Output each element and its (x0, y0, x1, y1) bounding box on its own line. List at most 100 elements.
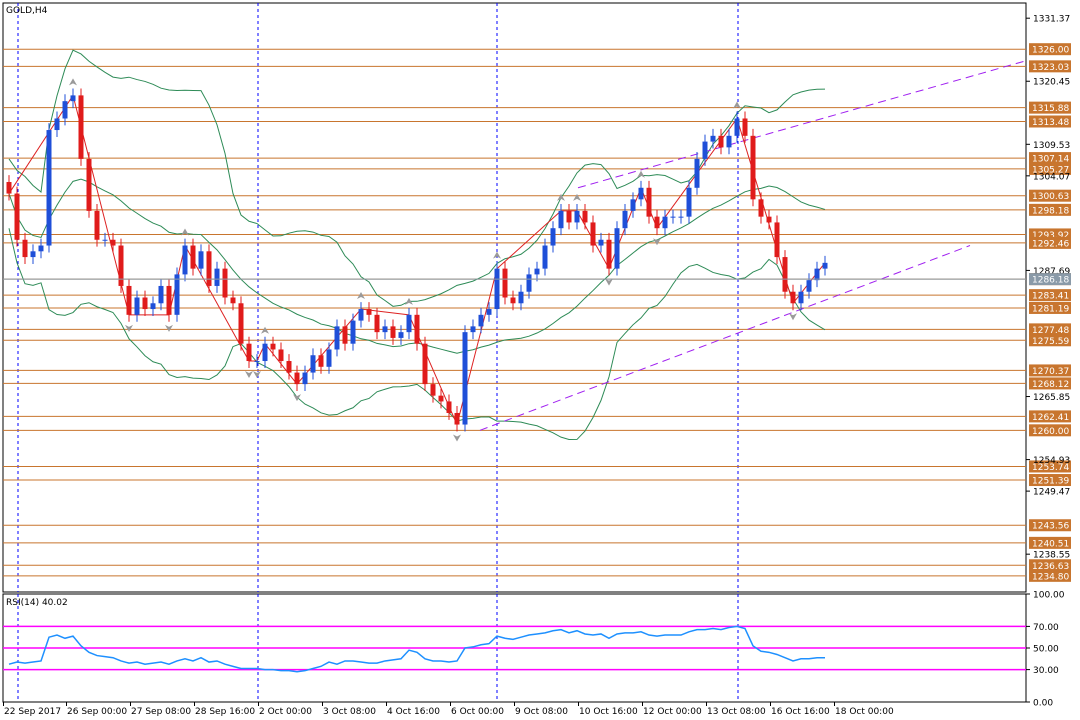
y-tick-label: 1309.53 (1033, 141, 1070, 151)
level-label-box (1029, 203, 1071, 216)
candle-body (790, 291, 796, 304)
candle-body (222, 268, 228, 298)
candle-body (822, 262, 828, 269)
level-label: 1323.03 (1032, 63, 1069, 73)
candle-body (110, 239, 116, 246)
rsi-tick-label: 100.00 (1033, 591, 1065, 601)
candle-body (422, 343, 428, 385)
candle-body (606, 239, 612, 269)
candle-body (502, 268, 508, 298)
level-label-box (1029, 377, 1071, 390)
candle-body (782, 257, 788, 292)
candle-body (702, 141, 708, 159)
level-label-box (1029, 559, 1071, 572)
candle-body (318, 355, 324, 367)
candle-body (454, 412, 460, 425)
x-tick-label: 13 Oct 08:00 (707, 707, 766, 717)
x-tick-label: 18 Oct 00:00 (835, 707, 894, 717)
candle-body (190, 245, 196, 269)
candle-body (134, 297, 140, 315)
candle-body (46, 130, 52, 246)
candle-body (22, 239, 28, 258)
candle-body (70, 95, 76, 102)
candle-body (118, 245, 124, 286)
level-label-box (1029, 236, 1071, 249)
level-label-box (1029, 152, 1071, 165)
level-label-box (1029, 410, 1071, 423)
level-label-box (1029, 474, 1071, 487)
candle-body (270, 343, 276, 350)
candle-body (550, 228, 556, 246)
x-tick-label: 3 Oct 08:00 (323, 707, 376, 717)
fractal-down-arrow (653, 238, 661, 246)
candle-body (102, 239, 108, 241)
level-label: 1260.00 (1032, 427, 1069, 437)
candle-body (734, 118, 740, 136)
candle-body (302, 372, 308, 385)
fractal-up-arrow (181, 228, 189, 236)
fractal-down-arrow (253, 371, 261, 379)
candle-body (678, 216, 684, 218)
y-tick-label: 1238.55 (1033, 551, 1070, 561)
level-label-box (1029, 101, 1071, 114)
fractal-up-arrow (69, 78, 77, 86)
level-label: 1315.88 (1032, 104, 1069, 114)
candle-body (150, 303, 156, 310)
x-tick-label: 12 Oct 00:00 (643, 707, 702, 717)
candle-body (254, 361, 260, 363)
candle-body (54, 118, 60, 131)
candle-body (158, 285, 164, 304)
fractal-up-arrow (637, 170, 645, 178)
x-tick-label: 28 Sep 16:00 (195, 707, 255, 717)
candle-body (38, 245, 44, 252)
candle-body (182, 245, 188, 275)
fractal-down-arrow (245, 371, 253, 379)
x-tick-label: 22 Sep 2017 (4, 707, 61, 717)
candle-body (246, 343, 252, 362)
bollinger-upper (8, 49, 826, 307)
x-tick-label: 6 Oct 00:00 (451, 707, 504, 717)
fractal-up-arrow (261, 326, 269, 334)
fractal-up-arrow (357, 292, 365, 300)
candle-body (646, 187, 652, 217)
candle-body (750, 135, 756, 200)
level-label: 1234.80 (1032, 572, 1069, 582)
x-tick-label: 10 Oct 16:00 (579, 707, 638, 717)
candle-body (742, 118, 748, 136)
candle-body (798, 291, 804, 304)
y-tick-label: 1287.69 (1033, 267, 1070, 277)
x-tick-label: 27 Sep 08:00 (131, 707, 191, 717)
candle-body (166, 285, 172, 315)
level-label: 1307.14 (1032, 155, 1069, 165)
x-tick-label: 26 Sep 00:00 (67, 707, 127, 717)
fractal-down-arrow (165, 324, 173, 332)
candle-body (662, 216, 668, 229)
fractal-down-arrow (293, 394, 301, 402)
rsi-tick-label: 50.00 (1033, 645, 1059, 655)
candle-body (630, 199, 636, 211)
candle-body (758, 199, 764, 217)
level-label: 1305.27 (1032, 165, 1069, 175)
level-label: 1240.51 (1032, 539, 1069, 549)
candle-body (774, 222, 780, 258)
candle-body (510, 297, 516, 304)
candle-body (6, 182, 12, 194)
candle-body (430, 384, 436, 396)
level-label-box (1029, 189, 1071, 202)
candle-body (62, 101, 68, 119)
level-label-box (1029, 424, 1071, 437)
fractal-down-arrow (125, 324, 133, 332)
level-label: 1262.41 (1032, 413, 1069, 423)
y-tick-label: 1331.37 (1033, 15, 1070, 25)
candle-body (558, 210, 564, 229)
fractal-up-arrow (405, 297, 413, 305)
candle-body (310, 355, 316, 373)
candle-body (86, 158, 92, 211)
candle-body (494, 268, 500, 310)
candle-body (718, 135, 724, 148)
candle-body (486, 309, 492, 315)
level-label-box (1029, 519, 1071, 532)
level-label: 1300.63 (1032, 192, 1069, 202)
candle-body (390, 326, 396, 338)
